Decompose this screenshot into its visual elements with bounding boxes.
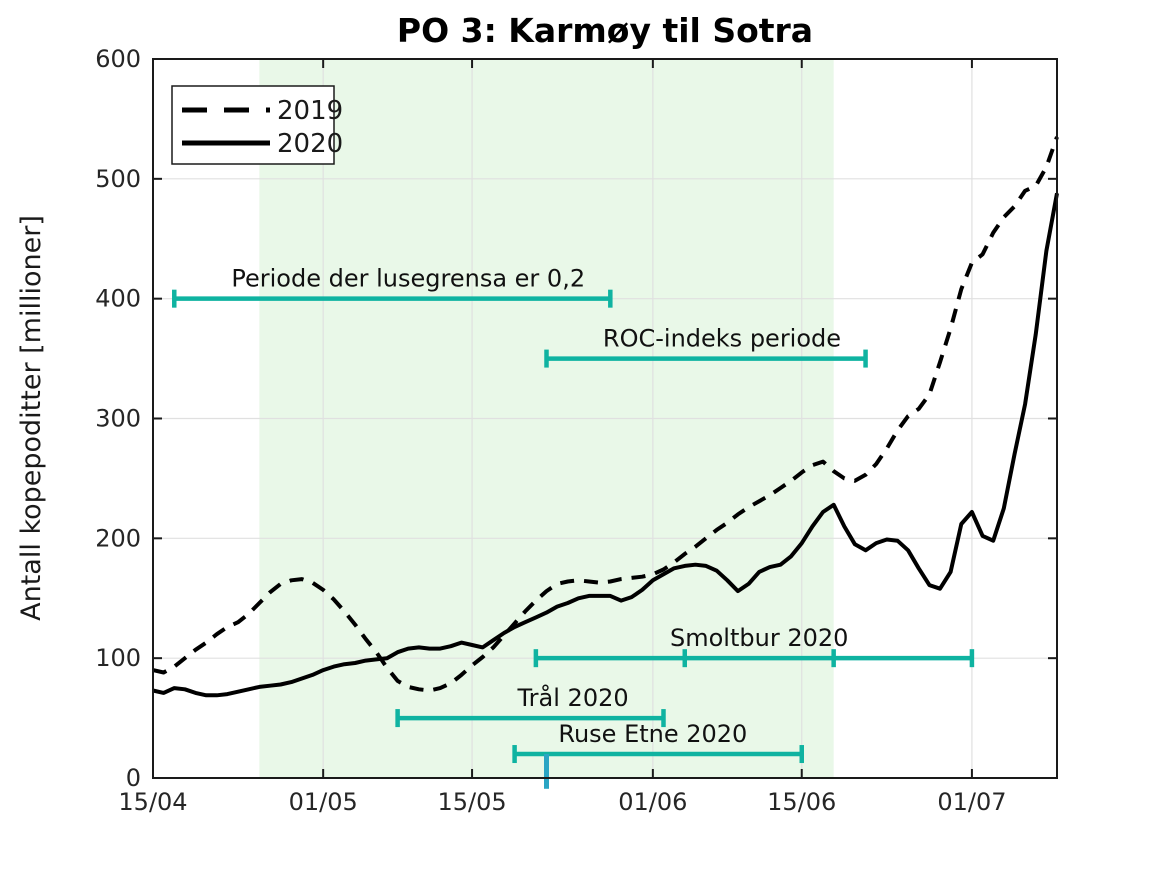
annotation-label: Smoltbur 2020 <box>670 624 848 652</box>
y-tick-label: 500 <box>95 165 141 193</box>
x-tick-label: 01/06 <box>618 788 687 816</box>
x-tick-label: 15/04 <box>118 788 187 816</box>
y-tick-label: 100 <box>95 644 141 672</box>
annotation-label: Ruse Etne 2020 <box>558 720 747 748</box>
legend-box <box>171 85 335 165</box>
legend-entry-2019: 2019 <box>277 96 343 126</box>
legend-entry-2020: 2020 <box>277 129 343 159</box>
series-line-2019 <box>152 136 1059 693</box>
series-layer <box>152 136 1059 698</box>
annotation-label: ROC-indeks periode <box>603 325 841 353</box>
x-tick-label: 15/05 <box>437 788 506 816</box>
y-tick-label: 200 <box>95 524 141 552</box>
y-tick-label: 300 <box>95 405 141 433</box>
y-tick-label: 0 <box>126 764 141 792</box>
axes-layer: 15/04 01/05 15/05 01/06 15/06 01/07 0 100 200 300… <box>95 45 1058 816</box>
y-tick-label: 600 <box>95 45 141 73</box>
x-tick-label: 15/06 <box>767 788 836 816</box>
annotation-label: Periode der lusegrensa er 0,2 <box>231 265 585 293</box>
x-tick-label: 01/05 <box>289 788 358 816</box>
chart-title: PO 3: Karmøy til Sotra <box>397 11 813 50</box>
y-tick-label: 400 <box>95 285 141 313</box>
y-axis-label: Antall kopepoditter [millioner] <box>16 215 47 621</box>
annotation-layer: Periode der lusegrensa er 0,2 ROC-indeks … <box>172 265 975 789</box>
series-line-2020 <box>152 192 1059 698</box>
annotation-label: Trål 2020 <box>517 683 629 712</box>
legend: 2019 2020 <box>171 85 343 165</box>
x-tick-label: 01/07 <box>937 788 1006 816</box>
